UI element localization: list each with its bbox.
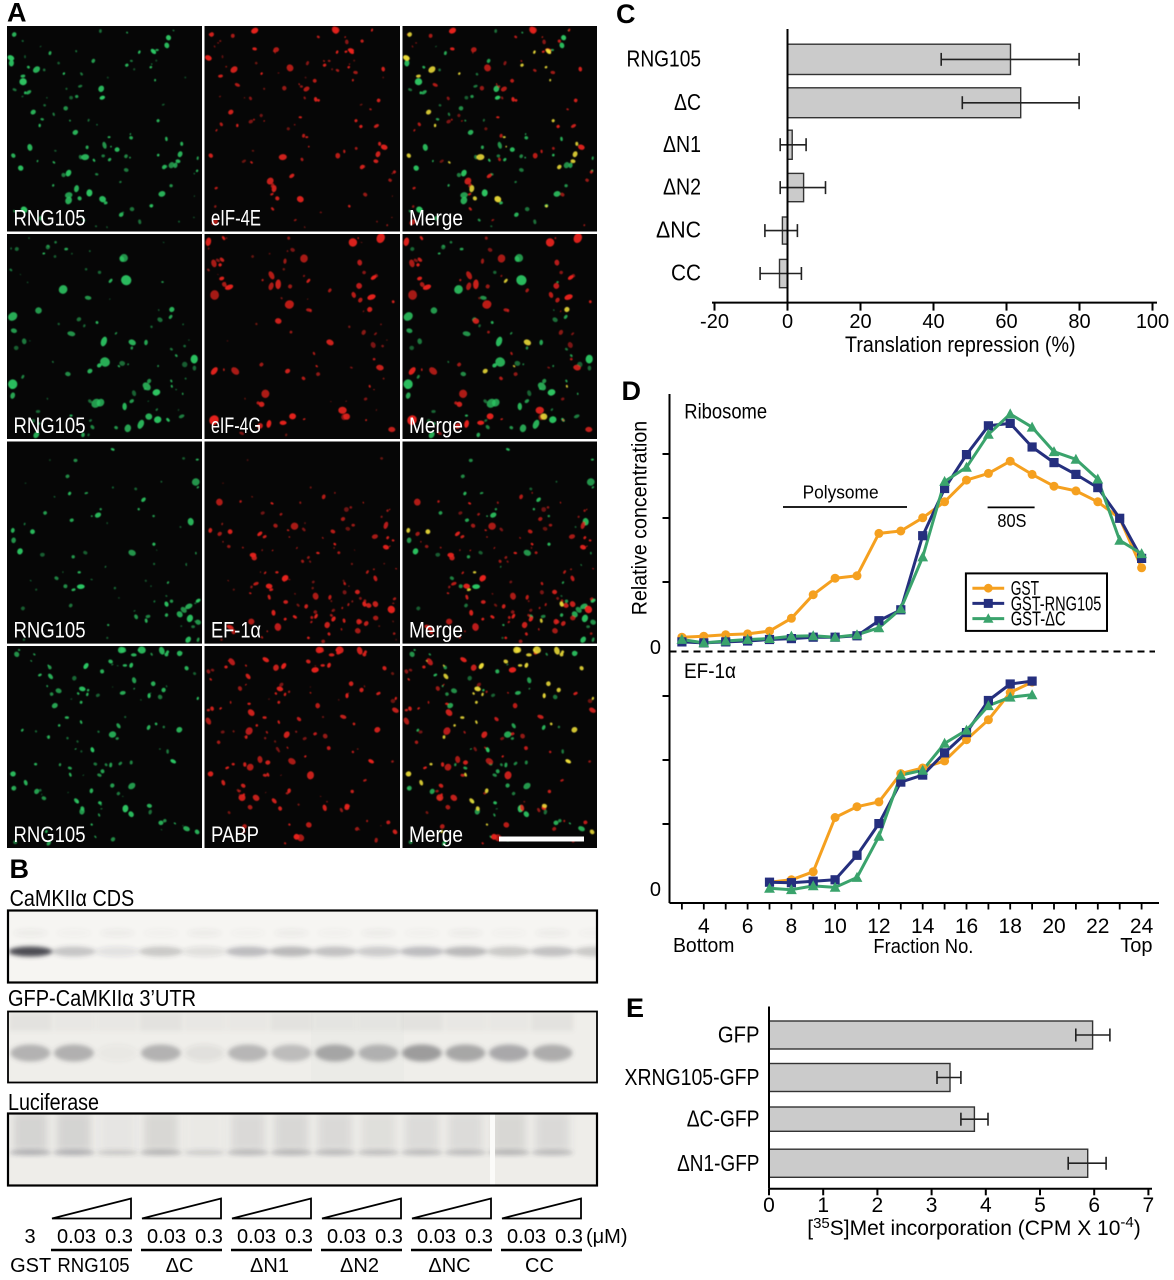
svg-text:GST: GST <box>1011 578 1039 600</box>
svg-text:XRNG105-GFP: XRNG105-GFP <box>625 1064 760 1090</box>
svg-text:4: 4 <box>698 915 710 938</box>
svg-text:0.03: 0.03 <box>507 1226 546 1248</box>
svg-text:12: 12 <box>867 915 890 938</box>
svg-text:24: 24 <box>1130 915 1154 938</box>
svg-text:1: 1 <box>817 1194 829 1217</box>
svg-text:EF-1α: EF-1α <box>684 660 736 683</box>
svg-text:60: 60 <box>995 311 1017 333</box>
svg-text:0.3: 0.3 <box>465 1226 493 1248</box>
svg-text:CC: CC <box>671 260 701 286</box>
svg-text:C: C <box>616 0 636 29</box>
svg-text:RNG105: RNG105 <box>627 45 702 71</box>
svg-text:E: E <box>626 993 644 1023</box>
svg-text:0.3: 0.3 <box>375 1226 403 1248</box>
svg-text:18: 18 <box>999 915 1022 938</box>
svg-text:10: 10 <box>823 915 846 938</box>
svg-text:0: 0 <box>782 311 793 333</box>
svg-text:0.3: 0.3 <box>555 1226 583 1248</box>
svg-text:GST-ΔC: GST-ΔC <box>1011 609 1066 631</box>
svg-text:14: 14 <box>911 915 935 938</box>
svg-text:8: 8 <box>786 915 798 938</box>
svg-text:Relative concentration: Relative concentration <box>629 421 652 616</box>
svg-text:RNG105: RNG105 <box>14 618 86 643</box>
svg-text:22: 22 <box>1086 915 1109 938</box>
svg-text:5: 5 <box>1034 1194 1046 1217</box>
svg-text:100: 100 <box>1136 311 1169 333</box>
svg-text:0.03: 0.03 <box>147 1226 186 1248</box>
svg-text:ΔN1: ΔN1 <box>663 131 701 157</box>
svg-text:ΔN1-GFP: ΔN1-GFP <box>677 1150 759 1176</box>
svg-text:RNG105: RNG105 <box>57 1255 129 1277</box>
svg-text:Ribosome: Ribosome <box>684 401 767 424</box>
svg-text:0.03: 0.03 <box>57 1226 96 1248</box>
svg-text:RNG105: RNG105 <box>14 206 86 231</box>
svg-text:Merge: Merge <box>409 618 463 643</box>
svg-text:0: 0 <box>650 637 661 659</box>
svg-text:GFP: GFP <box>718 1022 760 1048</box>
svg-text:2: 2 <box>872 1194 884 1217</box>
svg-text:0.3: 0.3 <box>195 1226 223 1248</box>
svg-text:6: 6 <box>1088 1194 1100 1217</box>
svg-text:ΔNC: ΔNC <box>428 1255 470 1277</box>
svg-text:GST-RNG105: GST-RNG105 <box>1011 593 1102 615</box>
svg-text:Polysome: Polysome <box>803 483 879 503</box>
svg-text:ΔC: ΔC <box>674 89 701 115</box>
svg-text:Merge: Merge <box>409 822 463 847</box>
svg-text:RNG105: RNG105 <box>14 413 86 438</box>
svg-text:0.3: 0.3 <box>285 1226 313 1248</box>
svg-text:Bottom: Bottom <box>673 935 734 957</box>
svg-text:eIF-4G: eIF-4G <box>211 413 261 438</box>
svg-text:ΔN2: ΔN2 <box>340 1255 379 1277</box>
svg-text:16: 16 <box>955 915 978 938</box>
svg-text:20: 20 <box>849 311 871 333</box>
svg-text:ΔNC: ΔNC <box>656 217 701 243</box>
svg-text:RNG105: RNG105 <box>14 822 86 847</box>
svg-text:0: 0 <box>650 879 661 901</box>
svg-text:ΔC-GFP: ΔC-GFP <box>687 1106 760 1132</box>
svg-text:0.03: 0.03 <box>417 1226 456 1248</box>
svg-text:ΔC: ΔC <box>166 1255 194 1277</box>
svg-text:80S: 80S <box>997 511 1026 531</box>
svg-text:0: 0 <box>763 1194 775 1217</box>
svg-text:(μM): (μM) <box>586 1226 628 1248</box>
svg-text:CaMKIIα CDS: CaMKIIα CDS <box>10 885 135 911</box>
svg-text:Luciferase: Luciferase <box>8 1089 99 1115</box>
svg-text:B: B <box>10 854 30 884</box>
svg-text:Fraction No.: Fraction No. <box>873 936 973 958</box>
svg-text:3: 3 <box>926 1194 938 1217</box>
svg-text:EF-1α: EF-1α <box>211 618 261 643</box>
svg-text:40: 40 <box>922 311 944 333</box>
svg-text:80: 80 <box>1068 311 1090 333</box>
svg-text:3: 3 <box>24 1226 35 1248</box>
svg-text:Merge: Merge <box>409 413 463 438</box>
svg-text:ΔN2: ΔN2 <box>663 174 701 200</box>
svg-text:[35S]Met incorporation (CPM X: [35S]Met incorporation (CPM X 10-4) <box>807 1214 1141 1240</box>
svg-text:4: 4 <box>980 1194 992 1217</box>
svg-text:Top: Top <box>1120 935 1152 957</box>
svg-text:0.03: 0.03 <box>237 1226 276 1248</box>
svg-text:GFP-CaMKIIα 3’UTR: GFP-CaMKIIα 3’UTR <box>8 985 196 1011</box>
svg-text:A: A <box>7 0 27 28</box>
svg-text:Translation repression (%): Translation repression (%) <box>845 332 1076 357</box>
svg-text:Merge: Merge <box>409 206 463 231</box>
svg-text:6: 6 <box>742 915 754 938</box>
svg-text:7: 7 <box>1143 1194 1155 1217</box>
svg-text:ΔN1: ΔN1 <box>250 1255 289 1277</box>
svg-text:20: 20 <box>1042 915 1065 938</box>
svg-text:PABP: PABP <box>211 822 259 847</box>
svg-text:GST: GST <box>10 1255 51 1277</box>
svg-text:0.03: 0.03 <box>327 1226 366 1248</box>
svg-text:D: D <box>622 376 642 406</box>
svg-text:0.3: 0.3 <box>105 1226 133 1248</box>
svg-text:CC: CC <box>525 1255 554 1277</box>
svg-text:-20: -20 <box>700 311 729 333</box>
svg-text:eIF-4E: eIF-4E <box>211 206 261 231</box>
